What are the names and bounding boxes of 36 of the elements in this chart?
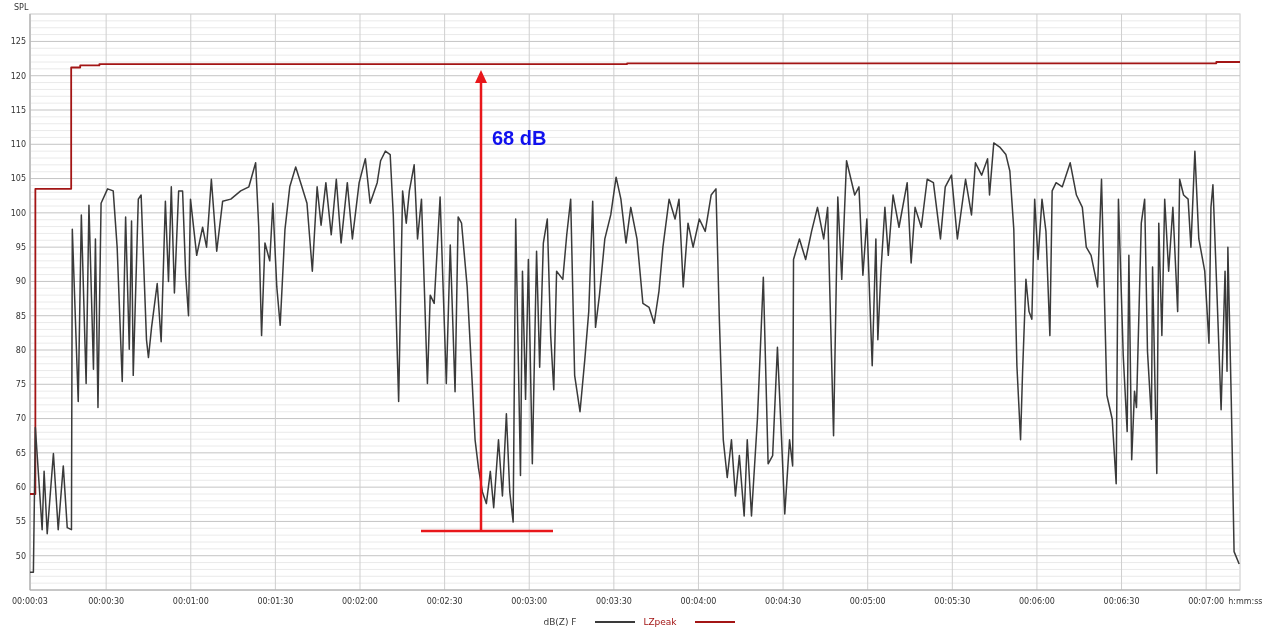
x-tick-label: 00:01:30 <box>257 597 294 606</box>
y-tick-label: 65 <box>15 448 26 458</box>
x-tick-label: 00:04:00 <box>680 597 717 606</box>
x-axis-title: h:mm:ss <box>1228 597 1263 606</box>
x-tick-label: 00:05:00 <box>849 597 886 606</box>
y-tick-label: 95 <box>15 242 26 252</box>
x-tick-label: 00:00:30 <box>88 597 125 606</box>
y-axis-title: SPL <box>14 3 29 12</box>
y-tick-label: 110 <box>10 140 26 150</box>
y-tick-label: 50 <box>15 551 26 561</box>
annotation: 68 dB <box>492 127 547 149</box>
x-tick-label: 00:05:30 <box>934 597 971 606</box>
y-tick-label: 60 <box>15 482 26 492</box>
x-tick-label: 00:02:30 <box>426 597 463 606</box>
legend-label: LZpeak <box>643 617 678 627</box>
y-tick-label: 120 <box>10 71 26 81</box>
y-tick-label: 105 <box>10 174 26 184</box>
y-tick-label: 70 <box>15 414 26 424</box>
x-tick-label: 00:03:00 <box>511 597 548 606</box>
legend-label: dB(Z) F <box>543 617 577 627</box>
x-tick-label: 00:06:00 <box>1018 597 1055 606</box>
y-tick-label: 100 <box>10 208 26 218</box>
y-tick-label: 115 <box>10 105 26 115</box>
x-tick-label: 00:04:30 <box>765 597 802 606</box>
x-tick-label: 00:06:30 <box>1103 597 1140 606</box>
x-tick-label: 00:03:30 <box>595 597 632 606</box>
y-tick-label: 80 <box>15 345 26 355</box>
x-tick-label: 00:02:00 <box>342 597 378 606</box>
y-tick-label: 55 <box>15 517 26 527</box>
x-tick-label: 00:07:00 <box>1188 597 1225 606</box>
y-tick-label: 75 <box>15 380 26 390</box>
x-tick-label: 00:00:03 <box>12 597 48 606</box>
y-tick-label: 85 <box>15 311 26 321</box>
x-tick-label: 00:01:00 <box>172 597 209 606</box>
y-tick-label: 90 <box>15 277 26 287</box>
y-tick-label: 125 <box>10 37 26 47</box>
